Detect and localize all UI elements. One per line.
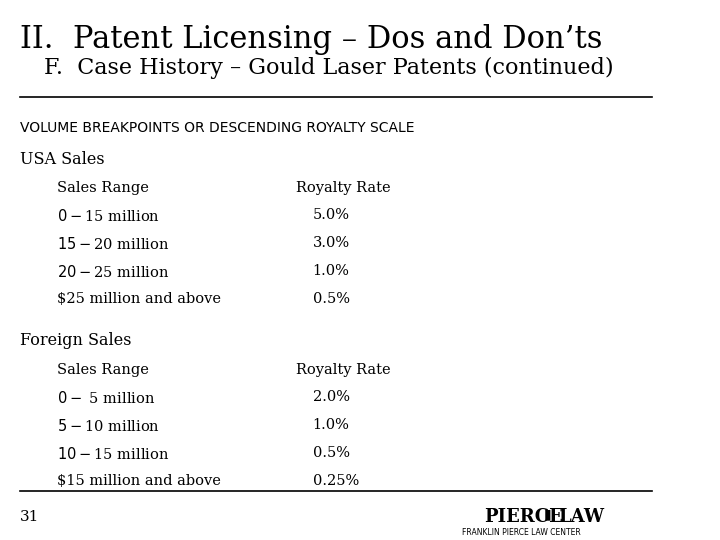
Text: 1.0%: 1.0% xyxy=(312,264,349,278)
Text: $20-$25 million: $20-$25 million xyxy=(57,264,169,280)
Text: VOLUME BREAKPOINTS OR DESCENDING ROYALTY SCALE: VOLUME BREAKPOINTS OR DESCENDING ROYALTY… xyxy=(20,122,415,136)
Text: $15 million and above: $15 million and above xyxy=(57,474,221,488)
Text: $25 million and above: $25 million and above xyxy=(57,292,221,306)
Text: Sales Range: Sales Range xyxy=(57,363,149,377)
Text: 0.5%: 0.5% xyxy=(312,446,349,460)
Text: FRANKLIN PIERCE LAW CENTER: FRANKLIN PIERCE LAW CENTER xyxy=(462,528,580,537)
Text: $ 0-$15 million: $ 0-$15 million xyxy=(57,208,160,224)
Text: $ 5-$10 million: $ 5-$10 million xyxy=(57,418,160,434)
Text: 0.25%: 0.25% xyxy=(312,474,359,488)
Text: ▮: ▮ xyxy=(544,508,552,522)
Text: II.  Patent Licensing – Dos and Don’ts: II. Patent Licensing – Dos and Don’ts xyxy=(20,24,603,55)
Text: Royalty Rate: Royalty Rate xyxy=(296,363,390,377)
Text: Foreign Sales: Foreign Sales xyxy=(20,332,132,349)
Text: LAW: LAW xyxy=(558,508,604,525)
Text: Sales Range: Sales Range xyxy=(57,181,149,195)
Text: USA Sales: USA Sales xyxy=(20,151,105,168)
Text: 3.0%: 3.0% xyxy=(312,236,350,250)
Text: PIERCE: PIERCE xyxy=(484,508,562,525)
Text: 2.0%: 2.0% xyxy=(312,390,349,404)
Text: 31: 31 xyxy=(20,510,40,524)
Text: $15-$20 million: $15-$20 million xyxy=(57,236,169,252)
Text: F.  Case History – Gould Laser Patents (continued): F. Case History – Gould Laser Patents (c… xyxy=(44,57,613,79)
Text: $10-$15 million: $10-$15 million xyxy=(57,446,169,462)
Text: Royalty Rate: Royalty Rate xyxy=(296,181,390,195)
Text: 5.0%: 5.0% xyxy=(312,208,349,222)
Text: $ 0-$ 5 million: $ 0-$ 5 million xyxy=(57,390,156,406)
Text: 0.5%: 0.5% xyxy=(312,292,349,306)
Text: 1.0%: 1.0% xyxy=(312,418,349,432)
